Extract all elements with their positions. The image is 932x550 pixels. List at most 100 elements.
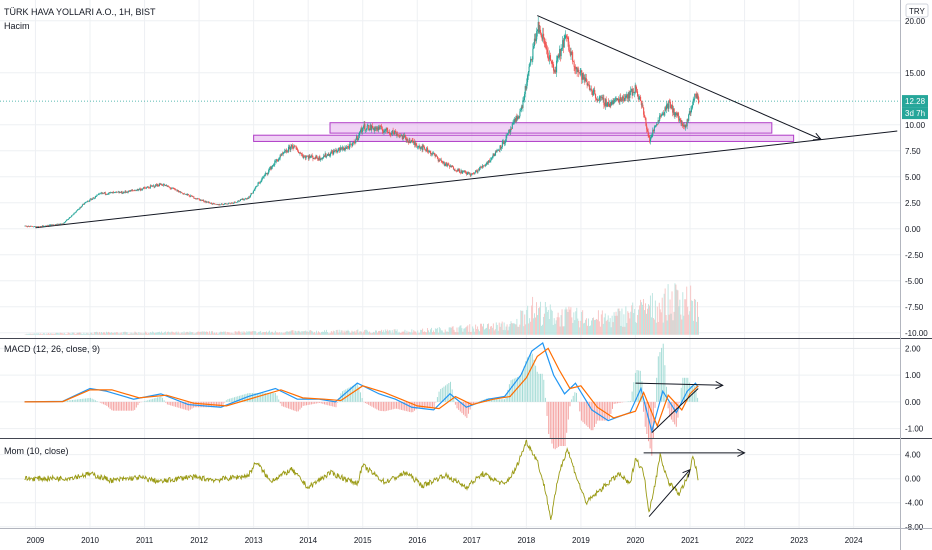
y-tick-label: 7.50 — [905, 147, 921, 156]
candle — [184, 193, 187, 195]
candle-body — [614, 99, 616, 102]
candle — [677, 111, 679, 119]
candle — [419, 145, 421, 150]
macd-histogram-bar — [518, 376, 520, 402]
volume-bar — [426, 332, 428, 335]
candle-body — [307, 156, 309, 157]
volume-bar — [256, 333, 258, 335]
candle-body — [494, 151, 497, 156]
candle-body — [150, 185, 152, 187]
candle — [357, 138, 359, 142]
candle-body — [609, 102, 611, 107]
candle-body — [279, 155, 281, 159]
candle-body — [559, 49, 561, 58]
macd-histogram-bar — [292, 401, 294, 411]
macd-histogram-bar — [188, 401, 190, 411]
candle-body — [377, 127, 379, 131]
candle — [220, 204, 222, 206]
candle-body — [59, 223, 61, 225]
candle-body — [135, 190, 137, 191]
macd-histogram-bar — [252, 393, 253, 402]
candle — [588, 80, 590, 87]
candle — [655, 125, 657, 128]
candle-body — [595, 98, 597, 100]
candle-body — [456, 171, 458, 172]
candle-body — [423, 146, 426, 149]
y-axis-momentum: -8.00-4.000.004.00 — [905, 451, 924, 532]
y-tick-label: 15.00 — [905, 69, 926, 78]
candle — [461, 170, 463, 174]
volume-bar — [429, 332, 430, 335]
volume-bar — [439, 328, 441, 335]
volume-bar — [686, 286, 688, 335]
volume-bar — [378, 330, 380, 335]
macd-histogram-bar — [446, 384, 448, 402]
volume-bar — [414, 331, 416, 335]
macd-histogram-bar — [466, 401, 468, 418]
candle — [263, 175, 265, 179]
volume-bar — [532, 296, 534, 335]
volume-bar — [155, 332, 157, 335]
countdown-tag — [902, 107, 928, 120]
candle — [586, 79, 588, 89]
candle — [675, 111, 677, 117]
candle-body — [130, 190, 132, 191]
candle — [627, 93, 629, 101]
macd-histogram-bar — [461, 401, 463, 414]
candle — [123, 191, 125, 194]
volume-bar — [545, 307, 547, 335]
volume-bar — [368, 332, 370, 335]
candle — [479, 165, 481, 171]
candle — [298, 151, 300, 154]
candle — [337, 148, 339, 153]
candle — [672, 101, 674, 117]
candle — [101, 192, 103, 195]
candle — [617, 98, 619, 101]
candle-body — [582, 73, 584, 80]
candle — [95, 195, 97, 198]
volume-bar — [125, 332, 127, 335]
volume-bar — [178, 333, 180, 335]
candle-body — [85, 201, 87, 203]
volume-bar — [627, 311, 629, 335]
candle-body — [426, 147, 429, 152]
volume-bar — [274, 330, 276, 335]
volume-bar — [551, 310, 553, 335]
candle-body — [294, 145, 296, 147]
macd-histogram-bar — [414, 401, 415, 411]
volume-bar — [649, 295, 651, 335]
candle-body — [211, 203, 213, 205]
volume-bar — [240, 333, 242, 335]
currency-badge[interactable] — [905, 3, 929, 18]
candle-body — [518, 116, 520, 119]
volume-bar — [593, 317, 594, 335]
candle — [507, 133, 509, 136]
candle-body — [94, 197, 96, 199]
volume-bar — [525, 324, 527, 335]
candle — [86, 201, 88, 203]
candle — [620, 93, 622, 102]
candle — [236, 202, 238, 203]
candle-body — [74, 212, 76, 214]
candle-body — [679, 118, 681, 121]
candle-body — [255, 186, 257, 189]
candle-body — [225, 203, 227, 204]
candle-body — [442, 161, 444, 164]
candle-body — [268, 168, 271, 171]
volume-bar — [29, 333, 31, 335]
candle — [140, 188, 142, 191]
macd-histogram-bar — [124, 401, 126, 411]
macd-histogram-bar — [630, 400, 631, 402]
candle-body — [297, 149, 299, 152]
candle-body — [109, 192, 111, 193]
candle — [404, 134, 406, 140]
candle — [359, 131, 361, 138]
time-tick-label: 2019 — [572, 536, 590, 545]
candle — [52, 224, 54, 226]
macd-histogram-bar — [497, 399, 499, 402]
candle — [459, 172, 461, 175]
macd-histogram-bar — [682, 377, 684, 402]
candle-body — [353, 141, 355, 143]
candle-body — [245, 198, 247, 200]
